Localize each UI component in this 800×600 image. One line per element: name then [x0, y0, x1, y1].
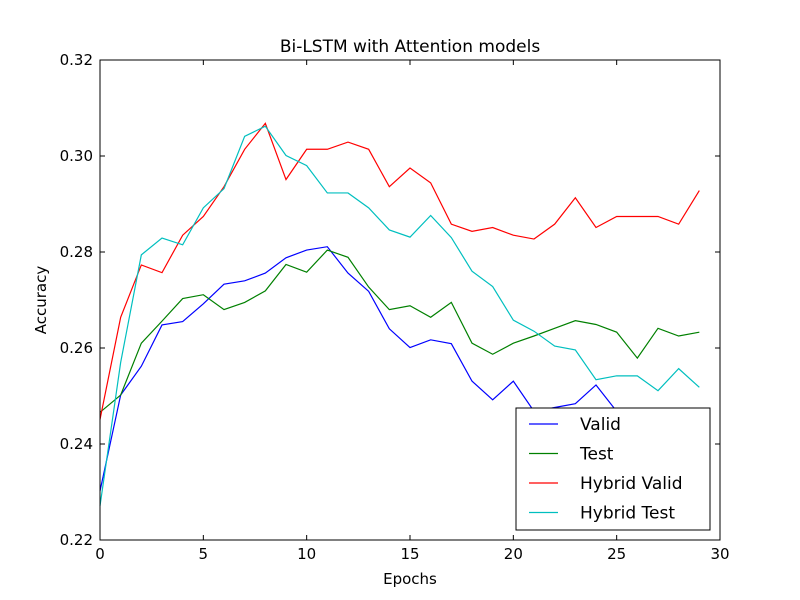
legend-label-valid: Valid — [580, 415, 621, 435]
series-line-hybrid-valid — [99, 122, 700, 420]
series-line-test — [99, 249, 700, 413]
x-tick-label: 25 — [607, 545, 626, 563]
series-line-hybrid-test — [99, 125, 700, 507]
series-line-valid — [99, 246, 700, 492]
plot-lines — [99, 122, 700, 507]
legend-box — [515, 407, 711, 531]
x-tick-label: 5 — [199, 545, 209, 563]
y-tick-label: 0.32 — [60, 51, 93, 69]
y-axis-ticks: 0.22 0.24 0.26 0.28 0.30 0.32 — [60, 51, 720, 549]
legend: Valid Test Hybrid Valid Hybrid Test — [515, 407, 711, 531]
x-tick-label: 10 — [297, 545, 316, 563]
x-axis-ticks: 0 5 10 15 20 25 30 — [95, 60, 730, 563]
y-tick-label: 0.28 — [60, 243, 93, 261]
y-tick-label: 0.26 — [60, 339, 93, 357]
legend-label-test: Test — [579, 445, 614, 465]
y-tick-label: 0.22 — [60, 531, 93, 549]
legend-label-hybrid-test: Hybrid Test — [580, 504, 675, 524]
y-tick-label: 0.30 — [60, 147, 93, 165]
chart-title: Bi-LSTM with Attention models — [280, 37, 541, 57]
y-tick-label: 0.24 — [60, 435, 93, 453]
x-tick-label: 0 — [95, 545, 105, 563]
x-tick-label: 20 — [504, 545, 523, 563]
x-tick-label: 30 — [710, 545, 729, 563]
x-axis-label: Epochs — [383, 570, 437, 588]
legend-label-hybrid-valid: Hybrid Valid — [580, 474, 683, 494]
y-axis-label: Accuracy — [32, 266, 50, 335]
x-tick-label: 15 — [400, 545, 419, 563]
